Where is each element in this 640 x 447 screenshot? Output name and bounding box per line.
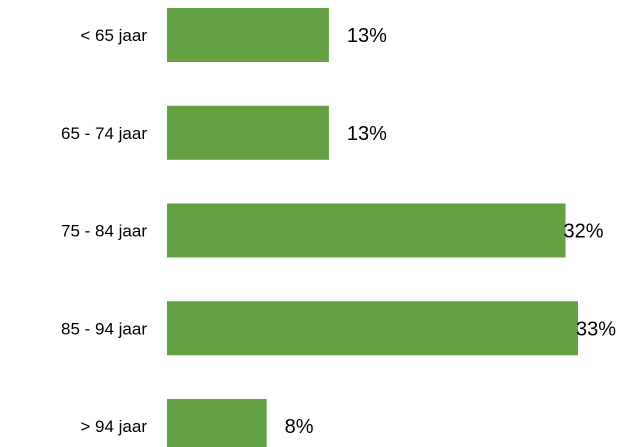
bar <box>167 301 578 356</box>
value-label: 33% <box>576 318 616 340</box>
bar <box>167 8 329 62</box>
bar <box>167 203 566 258</box>
category-labels: < 65 jaar 65 - 74 jaar 75 - 84 jaar 85 - 94… <box>61 26 147 436</box>
value-labels: 13% 13% 32% 33% 8% <box>285 25 617 438</box>
value-label: 8% <box>285 416 314 438</box>
value-label: 13% <box>347 123 387 145</box>
value-label: 32% <box>564 221 604 243</box>
category-label: < 65 jaar <box>80 26 147 45</box>
bar <box>167 399 267 447</box>
category-label: 65 - 74 jaar <box>61 124 147 143</box>
bar <box>167 105 329 160</box>
value-label: 13% <box>347 25 387 47</box>
bars-group <box>167 8 578 447</box>
category-label: 85 - 94 jaar <box>61 319 147 338</box>
category-label: 75 - 84 jaar <box>61 222 147 241</box>
category-label: > 94 jaar <box>80 417 147 436</box>
